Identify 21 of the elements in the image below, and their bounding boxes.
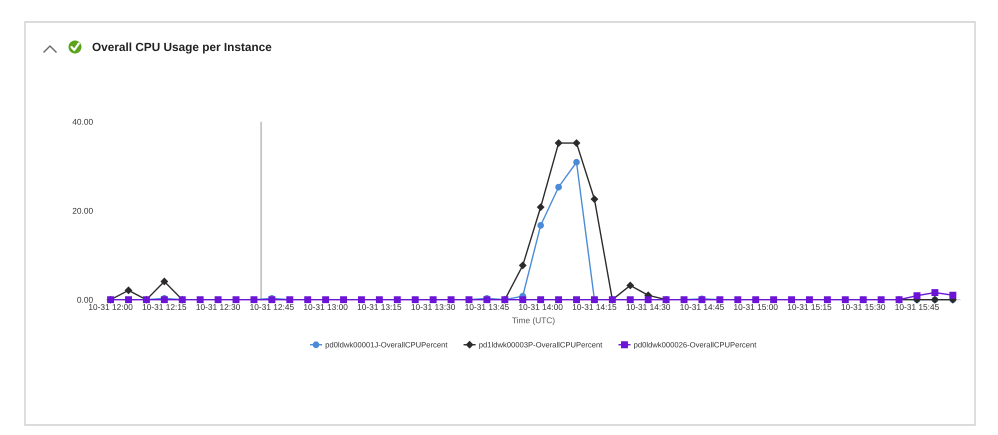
y-tick-label: 20.00 [72,208,93,214]
x-tick-label: 10-31 15:30 [842,304,886,310]
x-tick-label: 10-31 13:30 [412,304,456,310]
y-tick-label: 40.00 [72,118,93,125]
x-tick-label: 10-31 12:00 [88,304,132,310]
x-tick-label: 10-31 14:15 [572,304,616,310]
x-tick-label: 10-31 15:45 [895,304,939,310]
chart-title: Overall CPU Usage per Instance [92,42,272,54]
x-tick-label: 10-31 15:00 [734,304,778,310]
x-tick-label: 10-31 12:45 [250,304,294,310]
x-tick-label: 10-31 14:00 [519,304,563,310]
x-tick-label: 10-31 14:30 [626,304,670,310]
x-axis-title: Time (UTC) [512,317,555,325]
x-tick-label: 10-31 13:15 [358,304,402,310]
x-tick-label: 10-31 12:30 [196,304,240,310]
y-tick-label: 0.00 [77,296,93,303]
x-tick-label: 10-31 13:45 [465,304,509,310]
x-tick-label: 10-31 12:15 [142,304,186,310]
x-tick-label: 10-31 15:15 [788,304,832,310]
x-tick-label: 10-31 13:00 [304,304,348,310]
x-tick-label: 10-31 14:45 [680,304,724,310]
